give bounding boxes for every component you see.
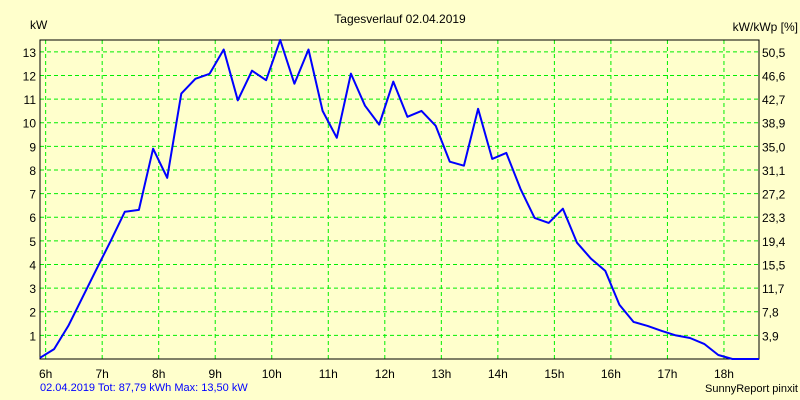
y-tick-label: 6 bbox=[29, 211, 36, 225]
x-tick-label: 12h bbox=[375, 367, 395, 381]
y-right-tick-label: 46,6 bbox=[762, 69, 786, 83]
x-tick-label: 16h bbox=[601, 367, 621, 381]
x-tick-label: 13h bbox=[431, 367, 451, 381]
y-right-tick-label: 19,4 bbox=[762, 235, 786, 249]
y-tick-label: 7 bbox=[29, 188, 36, 202]
y-right-tick-label: 23,3 bbox=[762, 211, 786, 225]
y-tick-label: 10 bbox=[23, 117, 37, 131]
y-right-tick-label: 42,7 bbox=[762, 93, 786, 107]
y-tick-label: 4 bbox=[29, 258, 36, 272]
y-tick-label: 5 bbox=[29, 235, 36, 249]
y-tick-label: 1 bbox=[29, 329, 36, 343]
y-axis-label: kW bbox=[30, 18, 48, 32]
y-right-tick-label: 31,1 bbox=[762, 164, 786, 178]
y-right-tick-label: 15,5 bbox=[762, 258, 786, 272]
footer-credit: SunnyReport pinxit bbox=[705, 383, 798, 395]
series-line-kw bbox=[39, 39, 759, 360]
y-right-tick-label: 50,5 bbox=[762, 46, 786, 60]
y-tick-label: 3 bbox=[29, 282, 36, 296]
x-tick-label: 9h bbox=[209, 367, 222, 381]
y-right-tick-label: 27,2 bbox=[762, 188, 786, 202]
x-tick-label: 15h bbox=[544, 367, 564, 381]
x-tick-label: 14h bbox=[488, 367, 508, 381]
y-tick-label: 13 bbox=[23, 46, 37, 60]
y-right-tick-label: 35,0 bbox=[762, 140, 786, 154]
y-tick-label: 2 bbox=[29, 306, 36, 320]
y-right-tick-label: 7,8 bbox=[762, 306, 779, 320]
y-right-tick-label: 38,9 bbox=[762, 117, 786, 131]
x-tick-label: 10h bbox=[262, 367, 282, 381]
y-tick-label: 12 bbox=[23, 69, 37, 83]
x-tick-label: 17h bbox=[657, 367, 677, 381]
x-tick-label: 11h bbox=[319, 367, 338, 381]
x-tick-label: 8h bbox=[152, 367, 165, 381]
y-right-tick-label: 3,9 bbox=[762, 329, 779, 343]
chart-title: Tagesverlauf 02.04.2019 bbox=[334, 12, 466, 26]
x-tick-label: 18h bbox=[714, 367, 734, 381]
y-axis-right-label: kW/kWp [%] bbox=[732, 20, 798, 34]
x-tick-label: 6h bbox=[39, 367, 52, 381]
y-right-tick-label: 11,7 bbox=[762, 282, 785, 296]
footer-summary: 02.04.2019 Tot: 87,79 kWh Max: 13,50 kW bbox=[40, 382, 248, 394]
plot-frame bbox=[39, 39, 760, 360]
y-tick-label: 11 bbox=[24, 93, 37, 107]
x-tick-label: 7h bbox=[95, 367, 108, 381]
y-tick-label: 8 bbox=[29, 164, 36, 178]
y-tick-label: 9 bbox=[29, 140, 36, 154]
